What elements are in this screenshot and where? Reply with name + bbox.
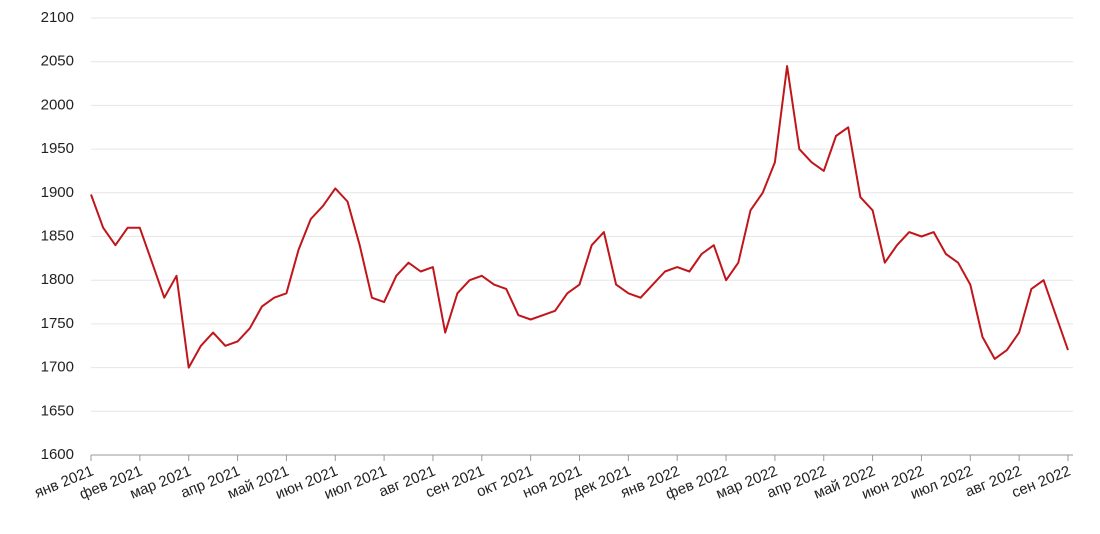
y-tick-label: 1950 <box>41 140 74 157</box>
y-tick-label: 1600 <box>41 446 74 463</box>
y-tick-label: 1800 <box>41 271 74 288</box>
y-tick-label: 2050 <box>41 53 74 70</box>
y-tick-label: 1700 <box>41 359 74 376</box>
y-tick-label: 1850 <box>41 227 74 244</box>
series-line <box>90 65 1069 369</box>
y-tick-label: 1750 <box>41 315 74 332</box>
y-tick-label: 2100 <box>41 9 74 26</box>
y-tick-label: 2000 <box>41 96 74 113</box>
y-tick-label: 1900 <box>41 184 74 201</box>
y-tick-label: 1650 <box>41 402 74 419</box>
